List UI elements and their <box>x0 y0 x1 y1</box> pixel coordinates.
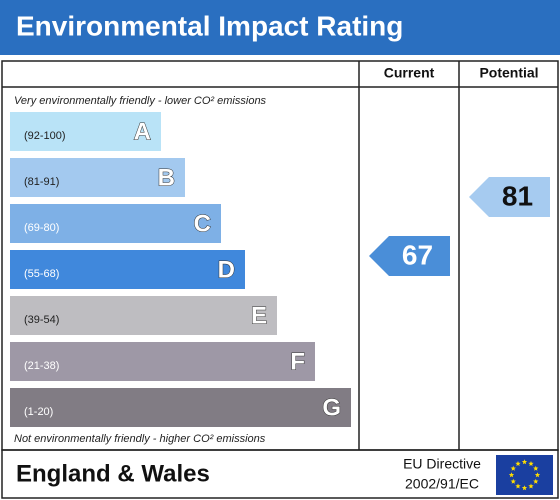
eu-star <box>521 485 528 491</box>
eu-star <box>534 472 541 478</box>
rating-arrow <box>469 177 550 218</box>
eu-star <box>508 472 515 478</box>
band <box>10 388 351 427</box>
column-header: Potential <box>479 65 538 81</box>
band <box>10 158 185 197</box>
band-range: (92-100) <box>24 130 66 142</box>
band <box>10 250 245 289</box>
eu-star <box>528 483 534 489</box>
band-letter: E <box>251 302 267 329</box>
band <box>10 296 277 335</box>
directive: EU Directive <box>403 456 481 472</box>
band-letter: A <box>134 118 151 145</box>
eu-stars <box>508 459 541 491</box>
eu-star <box>515 460 521 467</box>
band-letter: D <box>218 256 235 283</box>
footer-region: England & Wales <box>16 460 210 487</box>
rating-value: 67 <box>402 239 433 270</box>
eu-star <box>533 478 539 484</box>
band-letter: G <box>322 394 341 421</box>
band <box>10 342 315 381</box>
band-range: (21-38) <box>24 360 59 372</box>
rating-value: 81 <box>502 180 533 211</box>
band-range: (81-91) <box>24 176 59 188</box>
band-range: (69-80) <box>24 222 59 234</box>
top-note: Very environmentally friendly - lower CO… <box>14 95 267 107</box>
band <box>10 204 221 243</box>
eu-star <box>521 459 528 465</box>
band-range: (1-20) <box>24 406 53 418</box>
eu-star <box>510 465 516 471</box>
rating-arrow <box>369 236 450 276</box>
eu-star <box>510 478 516 484</box>
eu-star <box>515 483 521 489</box>
eu-star <box>528 460 534 467</box>
band-letter: B <box>158 164 175 191</box>
directive: 2002/91/EC <box>405 476 479 492</box>
band-range: (55-68) <box>24 268 59 280</box>
band <box>10 112 161 151</box>
chart-title: Environmental Impact Rating <box>16 10 403 41</box>
footer-frame <box>1 449 559 499</box>
band-letter: C <box>194 210 211 237</box>
band-range: (39-54) <box>24 314 59 326</box>
title-bar <box>0 0 560 55</box>
column-header: Current <box>384 65 435 81</box>
eu-star <box>533 465 539 471</box>
band-letter: F <box>290 348 305 375</box>
bottom-note: Not environmentally friendly - higher CO… <box>14 433 266 445</box>
